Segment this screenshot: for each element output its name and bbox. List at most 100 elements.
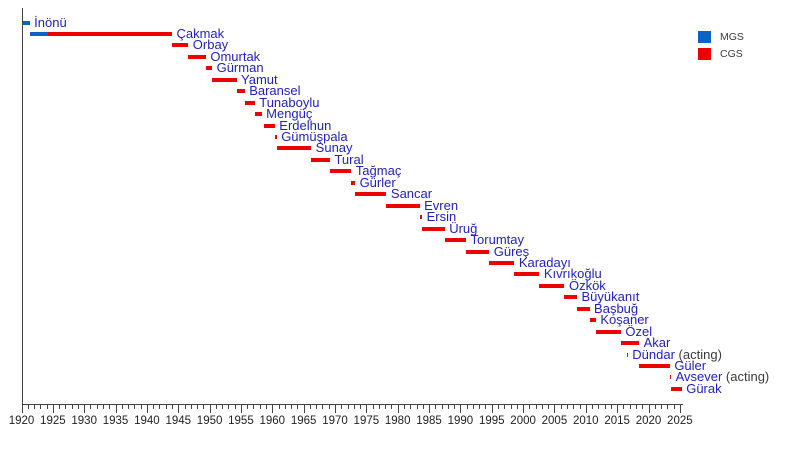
tenure-bar-segment [386, 203, 420, 208]
x-axis-minor-tick [103, 404, 104, 409]
person-name: Gürler [359, 174, 396, 190]
x-axis-major-tick [21, 404, 23, 413]
person-name: Tural [334, 151, 364, 167]
tenure-bar-segment [514, 272, 540, 277]
x-axis-minor-tick [309, 404, 311, 409]
x-axis-tick-label: 1965 [290, 415, 317, 427]
person-label: Tural [334, 152, 363, 167]
x-axis-minor-tick [71, 404, 73, 409]
x-axis-minor-tick [222, 404, 224, 409]
person-label: Özkök [569, 278, 606, 293]
mgs-color-swatch [698, 30, 711, 43]
x-axis-minor-tick [447, 404, 449, 409]
person-label: Omurtak [210, 49, 260, 64]
x-axis-minor-tick [40, 404, 42, 409]
x-axis-major-tick [115, 404, 117, 413]
person-name: Baransel [249, 83, 301, 99]
x-axis-minor-tick [479, 404, 481, 409]
x-axis-tick-label: 1925 [40, 415, 66, 427]
x-axis-minor-tick [278, 404, 280, 409]
tenure-bar-segment [254, 112, 262, 117]
x-axis-minor-tick [516, 404, 518, 409]
x-axis-tick-label: 1970 [322, 415, 348, 427]
x-axis-major-tick [429, 404, 431, 413]
x-axis-major-tick [617, 404, 619, 413]
x-axis-minor-tick [416, 404, 418, 409]
person-label: Avsever (acting) [676, 369, 770, 384]
x-axis-minor-tick [510, 404, 512, 409]
x-axis-major-tick [585, 404, 587, 413]
person-label: Başbuğ [594, 301, 638, 316]
x-axis-major-tick [397, 404, 399, 413]
x-axis-major-tick [84, 404, 86, 413]
x-axis-major-tick [679, 404, 681, 413]
x-axis-major-tick [523, 404, 525, 413]
person-label: Çakmak [176, 26, 224, 41]
person-name: Büyükanıt [581, 289, 640, 305]
x-axis-minor-tick [27, 404, 29, 409]
x-axis-minor-tick [109, 404, 111, 409]
x-axis-minor-tick [529, 404, 531, 409]
y-axis-line [21, 8, 23, 404]
person-label: Karadayı [519, 255, 571, 270]
tenure-bar-segment [329, 169, 352, 174]
person-name: Özkök [568, 277, 606, 293]
x-axis-minor-tick [77, 404, 79, 409]
x-axis-minor-tick [297, 404, 299, 409]
x-axis-minor-tick [667, 404, 669, 409]
x-axis-tick-label: 2000 [510, 415, 536, 427]
tenure-bar-segment [276, 146, 312, 151]
x-axis-minor-tick [96, 404, 98, 409]
tenure-bar-segment [444, 238, 467, 243]
person-name: Avsever [675, 369, 723, 385]
x-axis-tick-label: 2010 [573, 415, 599, 427]
x-axis-major-tick [491, 404, 493, 413]
x-axis-minor-tick [341, 404, 343, 409]
person-label: Dündar (acting) [632, 347, 722, 362]
person-name: Yamut [241, 71, 278, 87]
x-axis-minor-tick [316, 404, 318, 409]
x-axis-major-tick [209, 404, 211, 413]
x-axis-tick-label: 1955 [228, 415, 254, 427]
person-name: Gürman [216, 60, 264, 76]
x-axis-minor-tick [134, 404, 136, 409]
x-axis-minor-tick [391, 404, 393, 409]
person-label: Gümüşpala [281, 129, 347, 144]
person-name: Ersin [426, 209, 457, 225]
tenure-bar-segment [171, 43, 189, 48]
person-label: Üruğ [449, 221, 477, 236]
x-axis-major-tick [272, 404, 274, 413]
x-axis-minor-tick [153, 404, 155, 409]
person-name: Tağmaç [355, 163, 402, 179]
x-axis-major-tick [460, 404, 462, 413]
x-axis-minor-tick [259, 404, 261, 409]
legend-item-cgs: CGS [698, 45, 744, 62]
tenure-bar-segment [419, 215, 423, 220]
person-name: Dündar [632, 346, 675, 362]
person-label: Özel [625, 324, 652, 339]
tenure-bar-segment [422, 226, 445, 231]
tenure-bar-segment [311, 157, 330, 162]
x-axis-major-tick [366, 404, 368, 413]
person-name: Erdelhun [279, 117, 332, 133]
x-axis-minor-tick [46, 404, 48, 409]
person-name: Özel [625, 323, 653, 339]
person-label: Akar [644, 335, 671, 350]
person-name: Kıvrıkoğlu [543, 266, 602, 282]
tenure-bar-segment [577, 306, 590, 311]
x-axis-minor-tick [535, 404, 537, 409]
x-axis-minor-tick [360, 404, 362, 409]
person-label: Mengüç [266, 106, 312, 121]
x-axis-minor-tick [215, 404, 217, 409]
person-label: Gürler [360, 175, 396, 190]
tenure-bar-segment [589, 318, 596, 323]
x-axis-minor-tick [378, 404, 380, 409]
x-axis-minor-tick [441, 404, 443, 409]
tenure-bar-segment [236, 89, 245, 94]
x-axis-minor-tick [385, 404, 387, 409]
legend-label-cgs: CGS [720, 47, 743, 60]
person-label: Torumtay [471, 232, 524, 247]
x-axis-minor-tick [59, 404, 61, 409]
person-name: Gürak [686, 380, 722, 396]
x-axis-minor-tick [247, 404, 249, 409]
